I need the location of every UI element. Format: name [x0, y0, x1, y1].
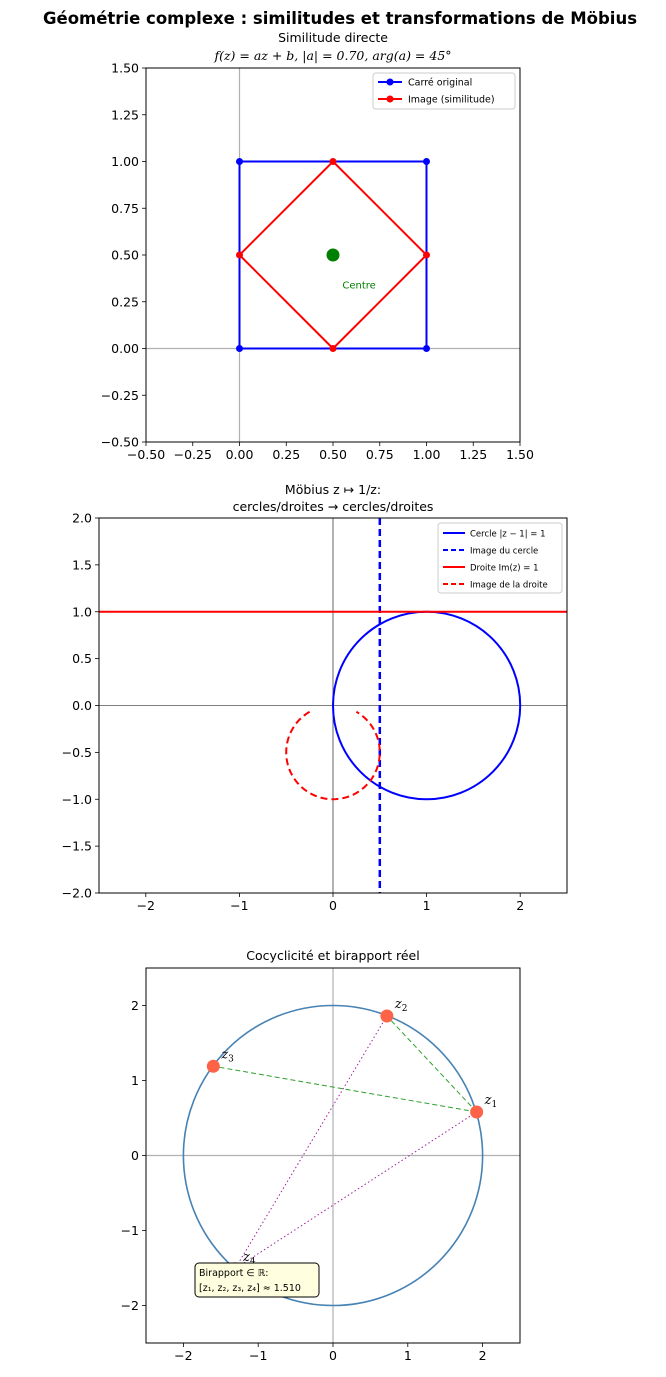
panel3-title: Cocyclicité et birapport réel — [246, 948, 419, 963]
panel2-plot-area: −2 −1 0 1 2 −2.0 −1.5 −1.0 −0.5 0.0 0.5 1.0 1.5 2.0 Ce… — [62, 511, 568, 913]
y-tick-label: −1 — [121, 1223, 139, 1238]
legend-label: Image du cercle — [470, 547, 538, 557]
annotation-line1: Birapport ∈ ℝ: — [199, 1268, 268, 1279]
y-tick-label: 0.75 — [111, 201, 139, 216]
y-tick-label: 1.0 — [72, 604, 92, 619]
circumcircle — [182, 1004, 484, 1307]
x-tick-label: 1.50 — [506, 447, 534, 462]
y-tick-label: 0.25 — [111, 294, 139, 309]
legend-marker — [386, 95, 394, 103]
annotation-line2: [z₁, z₂, z₃, z₄] ≈ 1.510 — [199, 1283, 301, 1294]
legend-label: Droite Im(z) = 1 — [470, 564, 539, 574]
point-z1 — [470, 1105, 484, 1119]
y-tick-label: −2 — [121, 1298, 139, 1313]
original-square-vertex — [236, 158, 243, 165]
y-tick-label: 1.25 — [111, 107, 139, 122]
legend-label: Cercle |z − 1| = 1 — [470, 530, 546, 540]
x-tick-label: −2 — [137, 898, 155, 913]
y-tick-label: 0.0 — [72, 698, 92, 713]
legend-box — [437, 522, 563, 594]
center-label: Centre — [342, 281, 375, 292]
image-square-vertex — [329, 158, 337, 165]
x-tick-label: −0.25 — [174, 447, 212, 462]
x-tick-label: 0 — [329, 898, 337, 913]
x-tick-label: 2 — [516, 898, 524, 913]
y-tick-label: −0.25 — [101, 388, 139, 403]
line-image-arc — [285, 710, 381, 801]
panel2-subtitle: cercles/droites → cercles/droites — [233, 499, 434, 514]
green-segment — [213, 1065, 477, 1113]
y-tick-label: 2.0 — [72, 511, 92, 526]
green-segment — [386, 1015, 477, 1113]
legend: Cercle |z − 1| = 1 Image du cercle Droite … — [437, 522, 563, 594]
original-square-vertex — [423, 158, 430, 165]
annotation-box — [194, 1262, 320, 1298]
x-tick-label: −2 — [174, 1348, 192, 1363]
x-tick-label: 1 — [404, 1348, 412, 1363]
x-tick-label: 0.25 — [272, 447, 300, 462]
legend: Carré original Image (similitude) — [372, 72, 516, 110]
x-tick-label: 1.00 — [413, 447, 441, 462]
y-tick-label: 2 — [131, 998, 139, 1013]
x-tick-label: −0.50 — [127, 447, 165, 462]
image-square-vertex — [329, 345, 337, 352]
y-tick-label: 1.00 — [111, 154, 139, 169]
panel-cocyclicite: Cocyclicité et birapport réel z1z2z3z4Bi… — [121, 948, 521, 1363]
legend-label: Carré original — [408, 78, 472, 89]
y-tick-label: 0.00 — [111, 341, 139, 356]
x-tick-label: 0 — [329, 1348, 337, 1363]
purple-segment — [234, 1111, 477, 1270]
purple-segment — [234, 1015, 388, 1270]
birapport-annotation: Birapport ∈ ℝ: [z₁, z₂, z₃, z₄] ≈ 1.510 — [194, 1262, 320, 1298]
legend-label: Image de la droite — [470, 581, 548, 591]
panel1-title: Similitude directe — [278, 30, 388, 45]
x-tick-label: −1 — [249, 1348, 267, 1363]
point-label-z1: z1 — [484, 1093, 498, 1110]
panel2-title: Möbius z ↦ 1/z: — [285, 482, 381, 497]
legend-box — [372, 72, 516, 110]
x-tick-label: 0.00 — [226, 447, 254, 462]
y-tick-label: −0.5 — [62, 745, 92, 760]
image-square-vertex — [236, 251, 243, 259]
y-tick-label: 1 — [131, 1073, 139, 1088]
legend-marker — [386, 78, 394, 86]
y-tick-label: 0.5 — [72, 651, 92, 666]
x-tick-label: 0.50 — [319, 447, 347, 462]
panel1-subtitle: f(z) = az + b, |a| = 0.70, arg(a) = 45° — [213, 48, 451, 63]
y-tick-label: −1.0 — [62, 792, 92, 807]
y-tick-label: 0 — [131, 1148, 139, 1163]
x-tick-label: 1.25 — [459, 447, 487, 462]
point-z3 — [206, 1059, 220, 1073]
y-tick-label: 1.50 — [111, 61, 139, 76]
y-tick-label: −2.0 — [62, 886, 92, 901]
point-z2 — [380, 1009, 394, 1023]
panel-similitude: Similitude directe f(z) = az + b, |a| = … — [101, 30, 534, 462]
x-tick-label: 2 — [479, 1348, 487, 1363]
y-tick-label: −1.5 — [62, 839, 92, 854]
legend-label: Image (similitude) — [408, 95, 495, 106]
x-tick-label: −1 — [230, 898, 248, 913]
panel-mobius: Möbius z ↦ 1/z: cercles/droites → cercle… — [62, 482, 568, 913]
image-square-vertex — [423, 251, 430, 259]
figure-title: Géométrie complexe : similitudes et tran… — [43, 9, 637, 28]
point-label-z2: z2 — [394, 997, 408, 1014]
y-tick-label: −0.50 — [101, 435, 139, 450]
x-tick-label: 0.75 — [366, 447, 394, 462]
point-label-z3: z3 — [220, 1047, 234, 1064]
panel1-plot-area: Centre −0.50 −0.25 0.00 0.25 0.50 0.75 1.00 1.25… — [101, 61, 534, 463]
y-tick-label: 0.50 — [111, 248, 139, 263]
original-square-vertex — [423, 345, 430, 352]
center-point — [326, 248, 340, 262]
original-square-vertex — [236, 345, 243, 352]
y-tick-label: 1.5 — [72, 557, 92, 572]
panel2-curves — [99, 518, 567, 893]
x-tick-label: 1 — [423, 898, 431, 913]
